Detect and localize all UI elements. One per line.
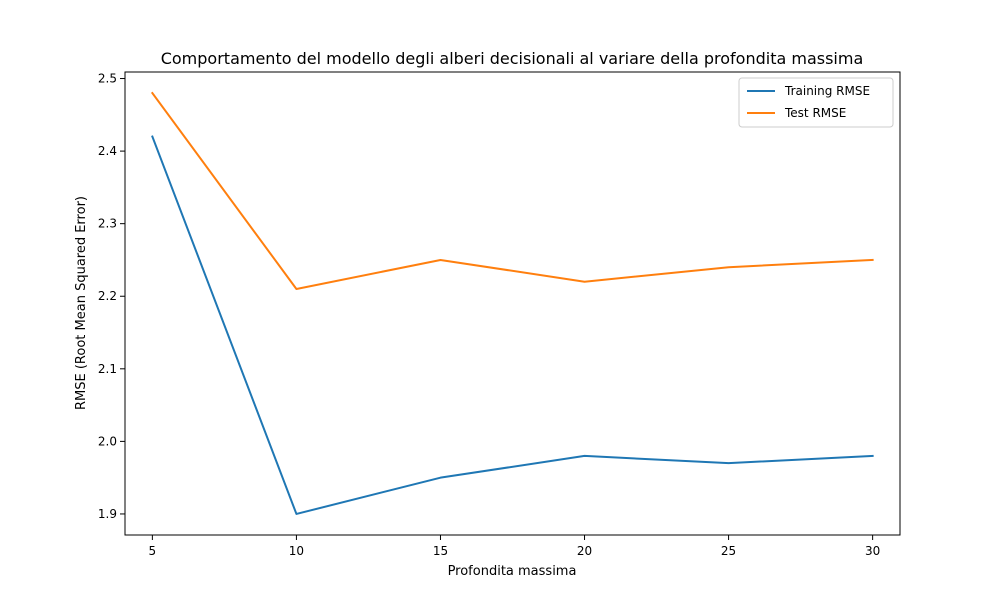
y-tick-label: 2.3 <box>98 217 117 231</box>
x-tick-label: 25 <box>721 544 736 558</box>
x-tick-label: 15 <box>433 544 448 558</box>
y-tick-label: 2.5 <box>98 72 117 86</box>
legend-label-1: Test RMSE <box>784 106 846 120</box>
chart-title: Comportamento del modello degli alberi d… <box>161 49 864 68</box>
axes-frame <box>124 71 901 536</box>
series-line-0 <box>151 135 874 515</box>
y-tick-label: 1.9 <box>98 507 117 521</box>
y-tick-label: 2.2 <box>98 289 117 303</box>
y-tick-label: 2.1 <box>98 362 117 376</box>
y-tick-label: 2.0 <box>98 434 117 448</box>
y-axis-label: RMSE (Root Mean Squared Error) <box>74 196 89 410</box>
plot-area: 5 10 15 20 25 30 1.9 2.0 2.1 2.2 2.3 2.4 2.5 Training… <box>98 71 901 558</box>
legend-label-0: Training RMSE <box>784 84 870 98</box>
x-tick-label: 30 <box>865 544 880 558</box>
x-axis-label: Profondita massima <box>448 564 577 579</box>
x-tick-label: 5 <box>149 544 157 558</box>
series-line-1 <box>150 91 874 290</box>
x-tick-label: 10 <box>289 544 304 558</box>
x-tick-label: 20 <box>577 544 592 558</box>
legend-box <box>738 77 894 128</box>
y-tick-label: 2.4 <box>98 144 117 158</box>
